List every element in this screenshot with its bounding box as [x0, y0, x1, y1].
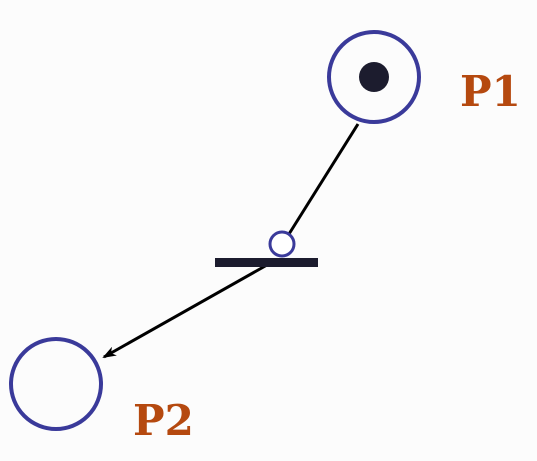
place-p1	[327, 30, 421, 124]
transition-bar	[215, 258, 318, 267]
place-p1-label: P1	[460, 67, 521, 116]
place-p2	[9, 337, 103, 431]
token-p1	[359, 62, 389, 92]
inhibitor-circle	[268, 230, 296, 258]
place-p2-label: P2	[133, 396, 194, 445]
inhibitor-arc	[287, 123, 360, 235]
output-arc	[102, 263, 268, 359]
